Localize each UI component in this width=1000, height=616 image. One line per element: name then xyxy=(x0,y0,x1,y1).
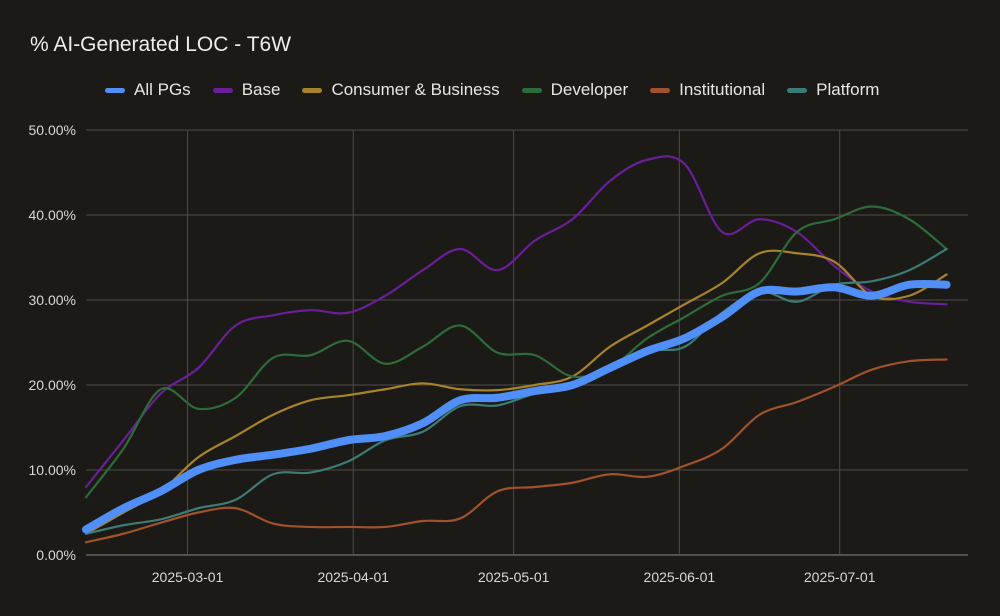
legend-label: Consumer & Business xyxy=(331,80,500,99)
legend-swatch xyxy=(212,87,233,93)
series-line-platform xyxy=(84,247,948,535)
legend-item: All PGs xyxy=(105,80,191,100)
x-tick-label: 2025-07-01 xyxy=(804,569,876,585)
legend-swatch xyxy=(521,87,542,93)
y-tick-label: 20.00% xyxy=(29,377,76,393)
x-tick-label: 2025-06-01 xyxy=(644,569,716,585)
legend-label: Institutional xyxy=(679,80,766,99)
legend-label: Developer xyxy=(550,80,629,99)
x-tick-label: 2025-05-01 xyxy=(478,569,550,585)
legend-swatch xyxy=(787,87,808,93)
y-tick-label: 30.00% xyxy=(29,292,76,308)
series-line-all-pgs xyxy=(82,279,951,534)
legend: All PGs Base Consumer & Business Developer I… xyxy=(105,80,901,100)
legend-item: Platform xyxy=(787,80,879,100)
chart-title: % AI-Generated LOC - T6W xyxy=(30,33,292,56)
legend-swatch xyxy=(105,87,125,93)
legend-label: All PGs xyxy=(134,80,191,99)
y-tick-label: 0.00% xyxy=(36,547,76,563)
series-line-base xyxy=(84,155,948,489)
legend-item: Institutional xyxy=(650,80,765,100)
y-tick-label: 40.00% xyxy=(29,207,76,223)
y-tick-label: 10.00% xyxy=(29,462,76,478)
series-line-institutional xyxy=(84,358,948,544)
legend-item: Consumer & Business xyxy=(302,80,500,100)
legend-swatch xyxy=(302,87,323,93)
x-tick-label: 2025-03-01 xyxy=(152,569,224,585)
series-line-developer xyxy=(84,205,948,499)
legend-item: Base xyxy=(212,80,281,100)
y-tick-label: 50.00% xyxy=(29,122,76,138)
series-line-consumer-business xyxy=(84,249,948,535)
legend-label: Base xyxy=(241,80,281,99)
legend-swatch xyxy=(650,87,671,93)
x-tick-label: 2025-04-01 xyxy=(317,569,389,585)
legend-label: Platform xyxy=(816,80,880,99)
legend-item: Developer xyxy=(521,80,629,100)
